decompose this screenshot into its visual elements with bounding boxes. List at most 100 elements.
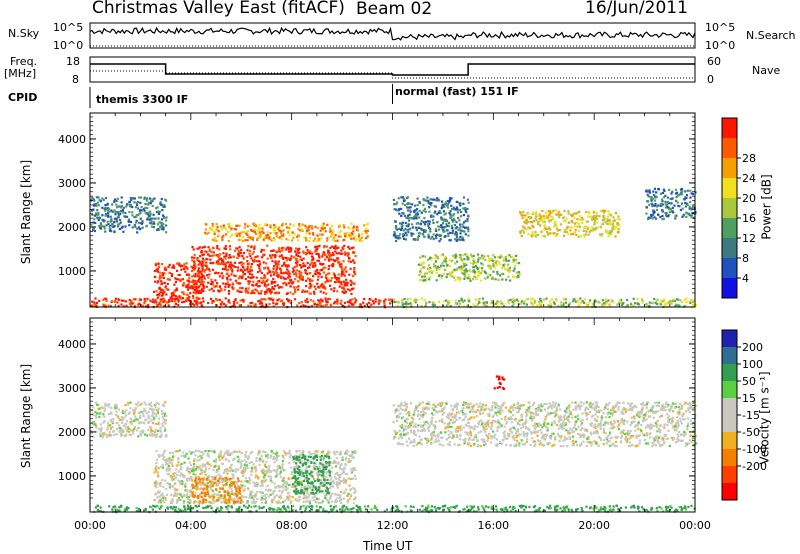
power-cell [279,286,282,289]
power-cell [418,216,421,219]
velocity-cell [150,419,153,422]
velocity-cell [303,486,307,489]
power-cell [329,229,332,232]
power-cell [335,252,338,255]
power-cell [104,204,107,207]
power-cell [99,222,102,225]
power-cell [573,225,577,228]
power-cell [293,288,297,291]
velocity-cell [167,466,170,469]
power-cell [616,303,619,306]
velocity-cell [275,494,278,497]
velocity-cell [348,454,351,457]
power-cell [347,304,350,307]
power-cell [534,217,537,220]
power-cell [686,212,689,215]
velocity-cell [115,414,118,417]
power-cell [462,213,465,217]
power-cell [519,302,522,306]
velocity-cell [180,466,183,469]
velocity-cell [322,457,325,460]
power-cell [233,261,237,264]
velocity-cell [151,429,154,433]
velocity-cell [186,479,189,482]
power-cell [232,265,235,268]
velocity-cell [334,493,337,496]
velocity-cell [205,467,208,470]
power-cell [354,301,357,304]
power-cell [224,265,227,268]
velocity-cell [195,468,198,471]
power-cell [348,227,351,230]
power-cell [553,225,556,228]
power-cell [182,281,185,285]
velocity-cell [343,479,346,482]
power-cell [371,300,375,303]
power-cell [91,213,94,216]
power-cell [466,305,469,308]
velocity-cell [225,467,228,471]
power-cell [586,210,590,214]
power-cell [404,231,407,234]
velocity-cell [219,474,222,478]
velocity-cell [221,481,224,484]
velocity-cell [155,409,158,412]
power-cell [231,282,234,285]
power-cell [600,235,603,238]
power-cell [538,213,541,216]
power-cell [105,224,108,227]
power-cell [332,229,335,232]
power-cell [359,303,362,306]
power-cell [94,221,97,225]
power-cell [463,277,466,280]
power-cell [317,275,320,278]
velocity-cell [139,416,142,420]
power-cell [302,304,305,307]
power-cell [632,297,635,300]
velocity-cell [307,471,310,474]
power-cell [444,256,447,259]
velocity-cell [301,474,304,477]
velocity-cell [195,500,198,503]
power-cell [188,295,191,298]
power-cell [258,223,261,226]
power-cell [116,211,119,214]
power-cell [613,219,616,222]
power-cell [420,264,423,267]
power-cell [289,257,292,260]
power-cell [484,304,487,307]
power-cell [474,298,477,301]
power-cell [228,265,231,268]
power-cell [98,225,101,228]
power-cell [324,258,327,261]
power-cell [407,202,410,205]
velocity-cell [160,497,163,500]
power-cell [499,301,502,304]
velocity-cell [141,431,144,434]
power-cell [477,301,481,304]
power-cell [395,203,398,206]
power-cell [272,288,275,291]
power-cell [505,258,508,261]
power-cell [278,298,281,301]
velocity-cell [278,496,282,499]
velocity-cell [256,490,259,493]
power-cell [592,228,595,231]
power-cell [215,254,218,257]
power-cell [449,214,452,217]
power-cell [650,213,653,216]
power-cell [507,259,511,262]
velocity-cell [269,479,272,482]
velocity-cell [350,450,354,453]
power-cell [210,278,213,281]
power-cell [191,266,195,270]
power-cell [271,286,274,289]
power-cell [451,227,454,230]
power-cell [484,301,487,304]
power-cell [472,262,475,266]
power-cell [694,304,698,307]
velocity-cell [202,452,205,455]
velocity-cell [137,426,140,429]
power-cell [206,253,209,256]
power-cell [660,299,663,303]
